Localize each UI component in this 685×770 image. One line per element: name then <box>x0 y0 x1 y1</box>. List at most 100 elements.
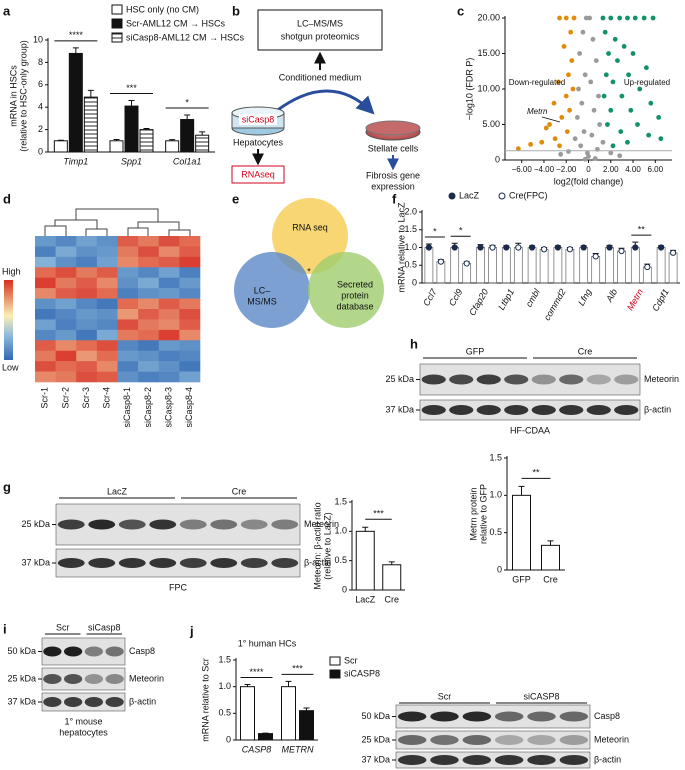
blot-band <box>118 519 146 530</box>
x-tick-label: Ccl9 <box>447 287 465 308</box>
group-label: Cre <box>232 486 247 496</box>
heatmap-cell <box>55 256 77 268</box>
x-tick-label: Alb <box>604 287 620 304</box>
y-tick-label: 1.5 <box>404 224 417 234</box>
panel-letter: e <box>232 191 239 206</box>
blot-band <box>476 374 501 385</box>
marker-label: 25 kDa <box>361 734 390 744</box>
blot-band <box>57 558 85 568</box>
scale-label: Low <box>2 362 19 372</box>
heatmap-cell <box>179 246 201 258</box>
protein-label: β-actin <box>644 404 671 414</box>
bar <box>180 119 195 153</box>
point <box>648 100 654 106</box>
heatmap-cell <box>35 350 56 362</box>
y-axis-label: Metrn protein <box>468 487 478 540</box>
heatmap-cell <box>117 246 139 258</box>
blot-band <box>504 405 529 415</box>
heatmap-cell <box>96 361 118 372</box>
x-tick-label: Spp1 <box>121 156 142 166</box>
blot-band <box>527 755 556 765</box>
blot-band <box>63 646 83 657</box>
protein-label: β-actin <box>594 754 621 764</box>
legend-swatch <box>448 192 456 200</box>
dot <box>463 260 470 267</box>
column-label: siCasp8-4 <box>184 387 194 428</box>
dot <box>503 244 510 251</box>
point <box>625 139 630 145</box>
point <box>596 93 601 99</box>
dot <box>592 253 599 260</box>
heatmap-cell <box>138 371 160 383</box>
legend-label: LacZ <box>459 190 480 200</box>
x-tick-label: Ltbp1 <box>496 287 516 312</box>
y-tick-label: 2.0 <box>404 206 417 216</box>
point <box>580 29 586 35</box>
point <box>628 107 634 113</box>
blot-band <box>559 405 584 415</box>
blot-band <box>149 558 177 568</box>
bar <box>109 140 124 153</box>
annotation: Down-regulated <box>509 78 565 87</box>
bar <box>527 247 537 284</box>
heatmap-cell <box>76 309 98 320</box>
schematic: b LC–MS/MS shotgun proteomics Conditione… <box>231 3 421 191</box>
y-axis-label: mRNA in HSCs <box>8 65 18 127</box>
heatmap-cell <box>76 267 98 279</box>
error-bar <box>128 99 135 107</box>
x-tick-label: Ccl7 <box>421 286 439 307</box>
heatmap-cell <box>138 340 160 352</box>
blot-band <box>271 519 299 530</box>
x-tick-label: −6.00 <box>512 165 533 174</box>
error-bar <box>303 707 310 711</box>
heatmap-cell <box>96 329 118 341</box>
y-tick-label: 1.0 <box>218 681 231 691</box>
heatmap-cell <box>96 236 118 247</box>
annotation-arrow <box>541 116 561 123</box>
point <box>547 122 552 127</box>
point <box>556 79 561 85</box>
blot-band <box>63 674 83 684</box>
y-tick-label: 1.5 <box>218 654 231 664</box>
dot <box>566 246 574 253</box>
point <box>586 154 591 159</box>
heatmap-cell <box>117 277 139 289</box>
blot-band <box>559 711 589 722</box>
significance-label: ** <box>532 468 540 478</box>
y-tick-label: 0 <box>38 146 43 156</box>
point <box>632 15 638 21</box>
error-bar <box>547 540 554 546</box>
arrow <box>274 89 375 115</box>
heatmap-cell <box>55 371 77 383</box>
label: Conditioned medium <box>279 72 362 82</box>
blot-band <box>614 405 639 415</box>
blot-band <box>462 711 492 722</box>
point <box>650 15 656 21</box>
point <box>588 79 594 85</box>
blot-band <box>462 755 492 765</box>
heatmap-cell <box>158 288 180 299</box>
error-bar <box>57 139 64 141</box>
heatmap-cell <box>35 277 56 289</box>
error-bar <box>518 485 525 496</box>
point <box>617 15 623 21</box>
column-label: siCasp8-2 <box>143 387 153 428</box>
blot-caption: HF-CDAA <box>510 425 550 435</box>
heatmap-cell <box>179 340 201 352</box>
x-tick-label: −4.00 <box>534 165 555 174</box>
dot <box>541 246 548 253</box>
dot <box>580 244 587 251</box>
blot-band <box>421 405 446 415</box>
significance-label: *** <box>373 509 384 519</box>
legend-label: Cre(FPC) <box>509 190 548 200</box>
y-tick-label: 10.00 <box>477 83 500 93</box>
blot-band <box>88 558 116 568</box>
dendrogram <box>44 208 191 236</box>
blot-band <box>105 674 124 684</box>
heatmap-cell <box>138 298 160 310</box>
protein-label: Casp8 <box>129 646 155 656</box>
point <box>635 122 640 127</box>
y-axis-label: mRNA relative to Scr <box>200 658 210 742</box>
marker-label: 37 kDa <box>21 557 50 567</box>
blot-band <box>614 374 639 385</box>
